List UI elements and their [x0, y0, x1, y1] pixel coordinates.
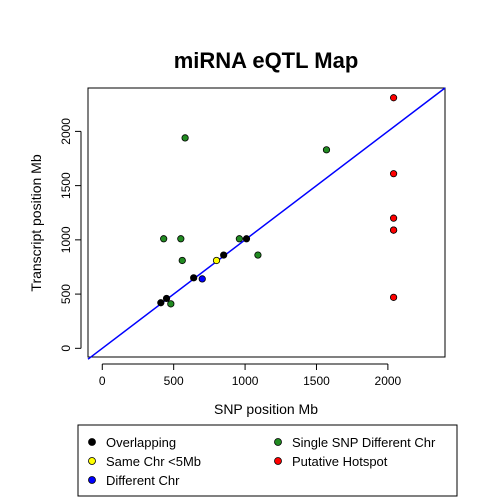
y-tick-label: 500	[59, 284, 73, 304]
diagonal-reference-line	[87, 87, 446, 360]
legend-marker	[88, 438, 96, 446]
x-axis-label: SNP position Mb	[214, 401, 318, 417]
legend-label: Different Chr	[106, 473, 180, 488]
y-axis-label: Transcript position Mb	[28, 154, 44, 291]
data-point	[177, 235, 185, 243]
data-point	[389, 170, 398, 178]
plot-frame	[87, 87, 446, 358]
data-point	[220, 251, 228, 259]
data-point	[389, 293, 398, 301]
data-point	[212, 256, 221, 265]
legend-marker	[88, 476, 96, 484]
data-point	[389, 94, 398, 102]
legend: Overlapping Same Chr <5Mb Different Chr Sin…	[88, 435, 436, 488]
y-tick-label: 2000	[59, 118, 73, 145]
x-tick-label: 2000	[375, 374, 402, 388]
legend-label: Putative Hotspot	[292, 454, 388, 469]
data-point	[242, 235, 251, 243]
x-tick-label: 0	[99, 374, 106, 388]
data-point	[389, 226, 398, 234]
legend-label: Same Chr <5Mb	[106, 454, 201, 469]
legend-label: Overlapping	[106, 435, 176, 450]
data-point	[190, 274, 198, 282]
y-axis: 0 500 1000 1500 2000	[59, 118, 82, 352]
y-tick-label: 1500	[59, 172, 73, 199]
data-point	[160, 235, 168, 243]
data-point	[181, 134, 189, 142]
legend-label: Single SNP Different Chr	[292, 435, 436, 450]
data-points	[157, 94, 398, 308]
legend-box	[77, 424, 458, 497]
data-point	[389, 214, 398, 222]
legend-marker	[274, 457, 282, 465]
data-point	[157, 299, 165, 307]
legend-marker	[274, 438, 282, 446]
data-point	[162, 294, 171, 303]
data-point	[178, 256, 186, 265]
x-axis: 0 500 1000 1500 2000	[99, 363, 402, 388]
x-tick-label: 1500	[303, 374, 330, 388]
chart-title: miRNA eQTL Map	[174, 48, 359, 73]
legend-marker	[88, 457, 96, 465]
data-point	[198, 275, 206, 283]
data-point	[167, 300, 175, 308]
data-point	[235, 235, 243, 243]
x-tick-label: 500	[164, 374, 184, 388]
y-tick-label: 0	[59, 345, 73, 352]
y-tick-label: 1000	[59, 226, 73, 253]
data-point	[254, 251, 262, 259]
x-tick-label: 1000	[232, 374, 259, 388]
data-point	[322, 146, 331, 154]
